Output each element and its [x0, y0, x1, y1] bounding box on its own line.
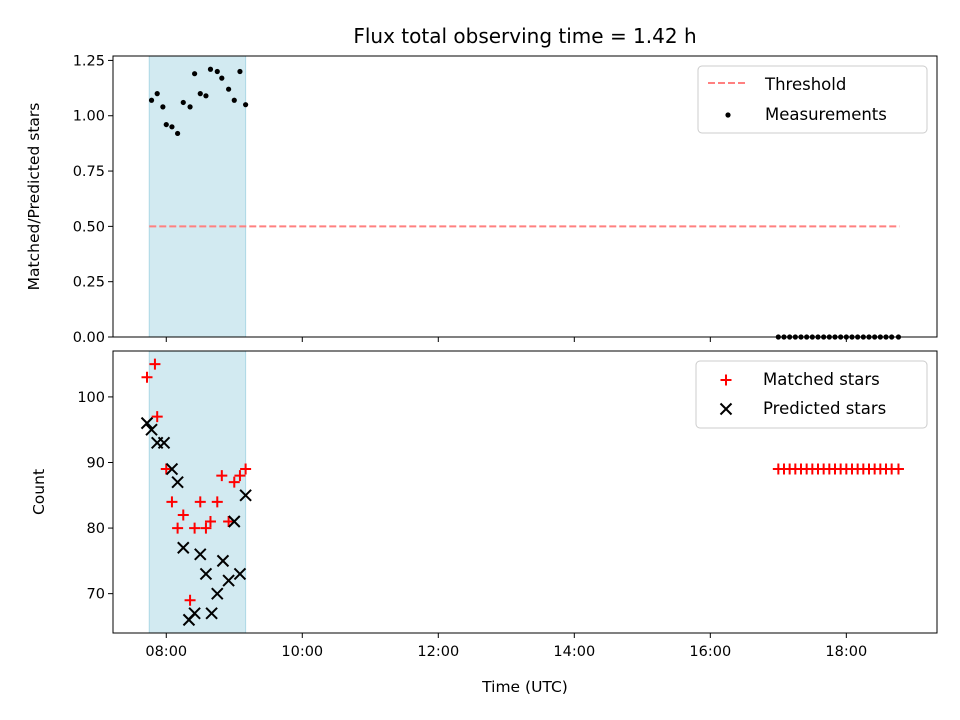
legend-matched-swatch [720, 374, 732, 386]
plot-area [148, 55, 902, 340]
legend-box [697, 65, 928, 134]
y-tick-label: 70 [87, 587, 105, 603]
data-point [169, 124, 175, 130]
data-point [194, 496, 206, 508]
data-point [233, 567, 247, 581]
y-tick-label: 100 [77, 390, 105, 406]
series-matched-stars [141, 358, 904, 606]
data-point [214, 68, 220, 75]
data-point [187, 104, 193, 110]
data-point [160, 104, 166, 110]
legend-predicted-label: Predicted stars [763, 399, 886, 418]
data-point [149, 358, 161, 370]
data-point [234, 470, 246, 482]
data-point [180, 99, 186, 106]
series-predicted-stars [140, 416, 252, 627]
x-tick-label: 10:00 [281, 644, 323, 660]
data-point [243, 102, 249, 108]
data-point [207, 66, 214, 72]
data-point [240, 463, 252, 475]
x-tick-label: 16:00 [689, 644, 731, 660]
observing-window-span [148, 350, 247, 634]
data-point [192, 71, 198, 77]
data-point [228, 476, 240, 488]
data-point [166, 496, 178, 508]
data-point [205, 607, 218, 620]
legend-ratio: Threshold Measurements [697, 65, 928, 134]
data-point [197, 91, 203, 97]
y-tick-label: 0.50 [73, 219, 105, 235]
count-panel: Count Time (UTC) Matched stars Predicted… [30, 350, 938, 696]
y-tick-label: 80 [87, 521, 105, 537]
data-point [154, 91, 160, 97]
y-tick-label: 0.25 [73, 275, 105, 291]
data-point [157, 436, 171, 450]
data-point [175, 130, 181, 137]
data-point [177, 541, 190, 554]
legend-threshold-label: Threshold [764, 75, 846, 94]
data-point [237, 68, 243, 75]
x-axis-label: Time (UTC) [481, 678, 568, 696]
x-tick-label: 08:00 [145, 644, 187, 660]
observing-window-span [148, 55, 247, 338]
data-point [223, 516, 235, 528]
data-point [892, 463, 904, 475]
data-point [226, 86, 232, 92]
x-tick-label: 14:00 [553, 644, 595, 660]
legend-x-marker [719, 402, 733, 416]
y-axis-label-count: Count [30, 469, 48, 515]
plot-area [140, 350, 904, 634]
y-tick-label: 90 [87, 455, 105, 471]
legend-measurements-label: Measurements [765, 105, 887, 124]
x-tick-label: 12:00 [417, 644, 459, 660]
legend-matched-label: Matched stars [763, 370, 880, 389]
y-axis-label-ratio: Matched/Predicted stars [25, 103, 43, 291]
data-point [188, 607, 201, 620]
data-point [145, 423, 158, 436]
data-point [239, 489, 252, 502]
data-point [172, 522, 184, 534]
data-point [211, 496, 223, 508]
data-point [163, 121, 169, 128]
data-point [204, 516, 216, 528]
y-tick-label: 1.25 [73, 53, 105, 69]
data-point [211, 587, 224, 600]
legend-box [695, 360, 928, 429]
data-point [177, 509, 189, 521]
y-tick-label: 0.00 [73, 330, 105, 346]
legend-plus-marker [720, 374, 732, 386]
data-point [199, 567, 213, 581]
data-point [231, 97, 237, 103]
data-point [148, 97, 155, 103]
data-point [228, 515, 241, 528]
data-point [189, 522, 201, 534]
data-point [151, 411, 163, 423]
data-point [203, 93, 209, 99]
data-point [216, 470, 228, 482]
y-tick-label: 1.00 [73, 109, 105, 125]
data-point [140, 416, 154, 430]
data-point [171, 475, 184, 489]
chart-title: Flux total observing time = 1.42 h [353, 24, 696, 48]
data-point [141, 371, 153, 383]
data-point [184, 594, 196, 606]
ratio-panel: Flux total observing time = 1.42 h Match… [25, 24, 938, 346]
data-point [160, 463, 172, 475]
axes-frame [112, 55, 938, 338]
data-point [216, 554, 230, 568]
data-point [200, 522, 212, 534]
data-point [194, 548, 207, 561]
axes-frame [112, 350, 938, 634]
y-tick-label: 0.75 [73, 164, 105, 180]
data-point [165, 462, 179, 476]
legend-measurements-swatch [725, 112, 731, 118]
data-point [219, 75, 225, 81]
data-point [222, 574, 235, 587]
legend-count: Matched stars Predicted stars [695, 360, 928, 429]
x-tick-label: 18:00 [825, 644, 867, 660]
legend-predicted-swatch [719, 402, 733, 416]
